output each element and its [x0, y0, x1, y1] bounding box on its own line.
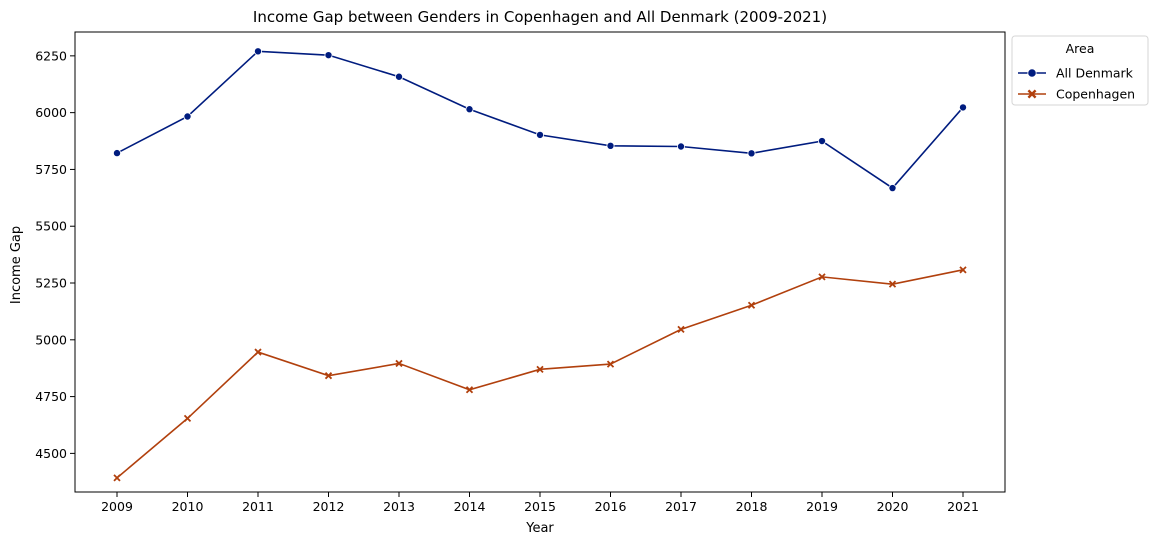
y-tick-label: 4750 — [35, 389, 67, 404]
legend-label: All Denmark — [1056, 66, 1134, 81]
series-all-denmark — [113, 47, 968, 193]
x-tick-label: 2014 — [454, 499, 486, 514]
legend-marker-circle — [1027, 68, 1037, 78]
y-tick-label: 5500 — [35, 219, 67, 234]
data-point-copenhagen — [888, 280, 897, 288]
data-point-copenhagen — [606, 360, 615, 368]
data-point-all-denmark — [465, 105, 474, 114]
data-point-copenhagen — [324, 372, 333, 380]
data-point-all-denmark — [183, 112, 192, 121]
x-tick-label: 2018 — [736, 499, 768, 514]
legend-title: Area — [1066, 41, 1095, 56]
data-point-all-denmark — [888, 184, 897, 193]
data-point-all-denmark — [536, 130, 545, 139]
data-point-all-denmark — [677, 142, 686, 151]
data-point-copenhagen — [113, 474, 121, 482]
y-axis: 4500 4750 5000 5250 5500 5750 6000 6250 — [35, 48, 75, 461]
chart-title: Income Gap between Genders in Copenhagen… — [253, 8, 827, 26]
x-tick-label: 2017 — [665, 499, 697, 514]
data-point-copenhagen — [818, 273, 826, 281]
legend: Area All Denmark Copenhagen — [1011, 35, 1149, 106]
data-point-copenhagen — [465, 386, 474, 394]
series-layer — [113, 47, 968, 482]
x-tick-label: 2019 — [806, 499, 838, 514]
legend-box — [1011, 35, 1149, 106]
data-point-all-denmark — [113, 149, 122, 158]
x-tick-label: 2016 — [595, 499, 627, 514]
data-point-all-denmark — [394, 72, 403, 81]
plot-frame — [74, 31, 1006, 493]
data-point-all-denmark — [747, 149, 756, 158]
y-tick-label: 5000 — [35, 332, 67, 347]
data-point-all-denmark — [959, 103, 968, 112]
y-axis-title: Income Gap — [9, 226, 24, 304]
series-copenhagen — [113, 266, 967, 482]
data-point-copenhagen — [536, 365, 544, 373]
series-line-copenhagen — [116, 269, 964, 479]
data-point-all-denmark — [818, 137, 827, 146]
y-tick-label: 4500 — [35, 446, 67, 461]
x-tick-label: 2012 — [313, 499, 345, 514]
y-tick-label: 5250 — [35, 276, 67, 291]
y-tick-label: 6250 — [35, 48, 67, 63]
x-tick-label: 2010 — [172, 499, 204, 514]
data-point-copenhagen — [395, 359, 403, 368]
legend-label: Copenhagen — [1056, 87, 1135, 102]
data-point-copenhagen — [747, 301, 756, 309]
x-axis-title: Year — [525, 521, 554, 536]
data-point-copenhagen — [254, 348, 262, 356]
x-tick-label: 2013 — [383, 499, 415, 514]
plot-area — [74, 31, 1006, 493]
x-tick-label: 2011 — [242, 499, 274, 514]
x-tick-label: 2021 — [947, 499, 979, 514]
x-tick-label: 2015 — [524, 499, 556, 514]
x-tick-label: 2009 — [101, 499, 133, 514]
data-point-all-denmark — [324, 51, 333, 60]
data-point-all-denmark — [606, 141, 615, 150]
y-tick-label: 5750 — [35, 162, 67, 177]
legend-item-all-denmark: All Denmark — [1018, 66, 1134, 81]
legend-marker-x — [1027, 89, 1037, 99]
data-point-all-denmark — [253, 47, 262, 56]
y-tick-label: 6000 — [35, 105, 67, 120]
x-axis: 2009 2010 2011 2012 2013 2014 2015 2016 2017 2018… — [101, 492, 979, 514]
data-point-copenhagen — [959, 266, 967, 274]
legend-item-copenhagen: Copenhagen — [1018, 87, 1135, 102]
series-line-all-denmark — [116, 50, 964, 190]
x-tick-label: 2020 — [877, 499, 909, 514]
data-point-copenhagen — [183, 414, 192, 423]
data-point-copenhagen — [677, 325, 685, 333]
